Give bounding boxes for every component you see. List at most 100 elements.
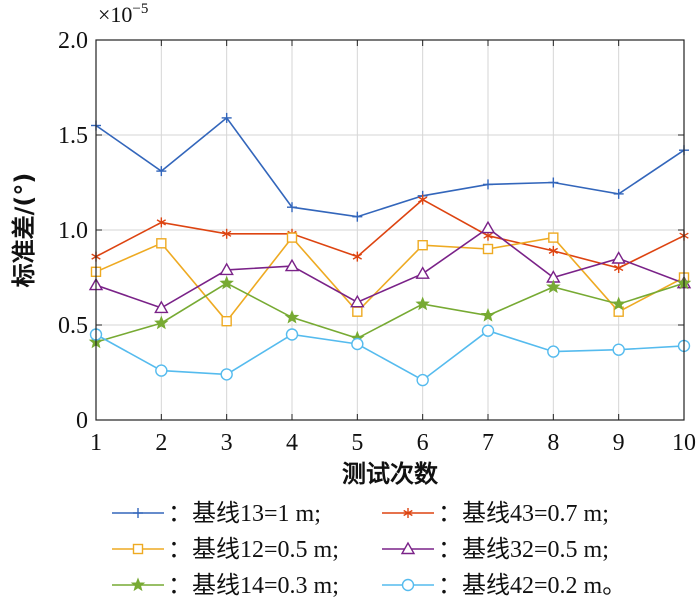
legend-item-6: ：基线42=0.2 m。 xyxy=(382,572,626,599)
data-point xyxy=(417,194,428,205)
legend-label: ：基线32=0.5 m; xyxy=(438,536,609,563)
series-line xyxy=(95,198,685,269)
legend-marker xyxy=(132,543,144,555)
x-tick-label: 5 xyxy=(351,430,363,456)
marker-shape xyxy=(154,300,169,314)
legend-label: ：基线14=0.3 m; xyxy=(168,572,339,599)
x-tick-label: 7 xyxy=(482,430,494,456)
y-tick-label: 0.5 xyxy=(58,313,88,339)
data-point xyxy=(613,263,624,273)
x-tick-label: 10 xyxy=(672,430,696,456)
marker-shape xyxy=(547,345,560,358)
marker-stroke xyxy=(417,196,428,203)
marker-shape xyxy=(548,232,559,243)
marker-shape xyxy=(285,328,299,341)
marker-shape xyxy=(612,343,625,356)
data-point xyxy=(416,373,429,387)
data-point xyxy=(611,296,626,311)
marker-shape xyxy=(415,296,430,311)
data-point xyxy=(156,166,167,177)
y-tick-label: 1.5 xyxy=(58,123,88,149)
marker-shape xyxy=(156,238,167,249)
grid-layer xyxy=(95,39,685,421)
marker-shape xyxy=(482,243,494,255)
x-tick-label: 4 xyxy=(286,430,298,456)
marker-shape xyxy=(221,316,232,327)
data-point xyxy=(482,243,494,255)
data-point xyxy=(613,188,624,199)
data-point xyxy=(481,324,495,337)
series-line xyxy=(95,282,685,343)
data-point xyxy=(480,307,496,322)
marker-shape xyxy=(155,364,168,377)
scale-factor-base: ×10 xyxy=(98,2,132,27)
marker-shape xyxy=(220,368,233,381)
x-tick-label: 6 xyxy=(417,430,429,456)
y-tick-label: 0 xyxy=(76,408,88,434)
x-axis-label: 测试次数 xyxy=(342,460,439,488)
data-point xyxy=(156,217,167,228)
legend-marker xyxy=(400,541,416,555)
tick-layer: 1 2 3 4 5 6 7 8 9 10 0 0.5 1.0 1.5 2.0 xyxy=(58,28,696,456)
legend-item-2: ：基线43=0.7 m; xyxy=(382,500,609,527)
data-point xyxy=(285,328,299,341)
marker-shape xyxy=(352,306,363,317)
scale-factor: ×10−5 xyxy=(98,1,148,27)
marker-shape xyxy=(284,309,300,324)
data-point xyxy=(352,251,363,262)
legend-item-4: ：基线32=0.5 m; xyxy=(382,536,609,563)
legend-label: ：基线13=1 m; xyxy=(168,500,321,527)
data-point xyxy=(350,294,365,308)
data-point xyxy=(483,179,493,190)
data-point xyxy=(284,309,300,324)
x-tick-label: 9 xyxy=(613,430,625,456)
data-point xyxy=(352,211,363,222)
data-point xyxy=(286,232,298,243)
x-tick-label: 8 xyxy=(547,430,559,456)
y-tick-label: 1.0 xyxy=(58,218,88,244)
marker-shape xyxy=(132,543,144,555)
legend-marker xyxy=(133,508,143,518)
marker-shape xyxy=(286,232,298,243)
x-tick-label: 2 xyxy=(155,430,167,456)
x-tick-label: 1 xyxy=(90,430,102,456)
marker-shape xyxy=(416,373,429,387)
series-line xyxy=(95,236,685,323)
series-line xyxy=(95,227,685,309)
series-line xyxy=(95,329,685,382)
marker-shape xyxy=(415,266,430,279)
legend-marker xyxy=(401,578,415,592)
marker-shape xyxy=(284,258,300,272)
legend-item-1: ：基线13=1 m; xyxy=(112,500,321,527)
data-point xyxy=(221,316,232,327)
data-point xyxy=(219,262,234,276)
data-point xyxy=(612,343,625,356)
marker-shape xyxy=(219,262,234,276)
scale-factor-label: ×10−5 xyxy=(98,1,148,27)
series-layer xyxy=(88,112,692,387)
legend-label: ：基线43=0.7 m; xyxy=(438,500,609,527)
marker-stroke xyxy=(156,219,167,226)
data-point xyxy=(156,238,167,249)
marker-stroke xyxy=(352,253,363,260)
marker-stroke xyxy=(548,247,559,255)
data-point xyxy=(417,239,428,251)
legend-label: ：基线12=0.5 m; xyxy=(168,536,339,563)
scale-factor-exponent: −5 xyxy=(132,1,148,17)
marker-shape xyxy=(350,294,365,308)
data-point xyxy=(154,300,169,314)
data-point xyxy=(548,177,559,188)
marker-shape xyxy=(400,541,416,555)
marker-shape xyxy=(351,337,364,351)
legend-marker xyxy=(130,577,146,592)
marker-shape xyxy=(481,324,495,337)
marker-shape xyxy=(480,220,496,234)
marker-stroke xyxy=(483,232,493,239)
data-point xyxy=(155,364,168,377)
marker-shape xyxy=(611,296,626,311)
data-point xyxy=(287,202,297,213)
marker-stroke xyxy=(403,509,413,517)
series-6 xyxy=(89,324,691,387)
data-point xyxy=(220,368,233,381)
marker-shape xyxy=(154,315,169,330)
